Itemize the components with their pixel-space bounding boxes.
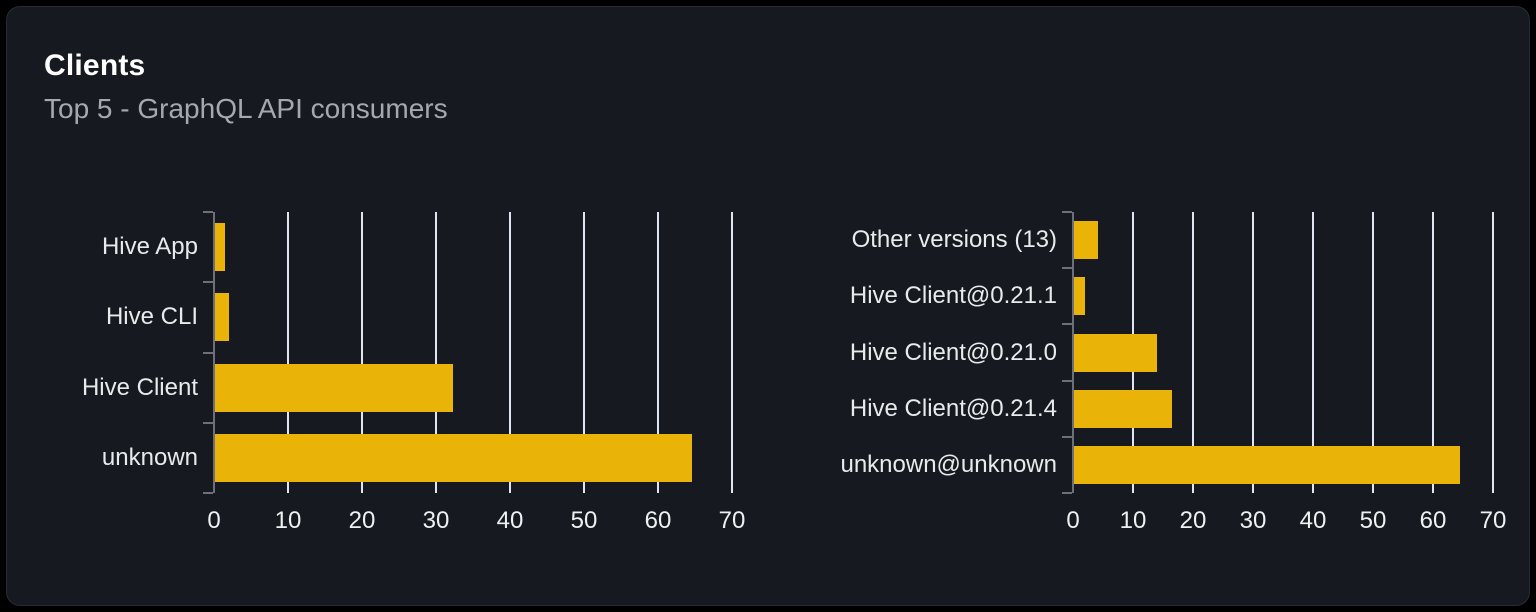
gridline <box>361 212 363 493</box>
x-tick-label: 0 <box>1066 507 1080 534</box>
y-axis-tick <box>1062 267 1072 269</box>
gridline <box>1252 212 1254 493</box>
x-tick-label: 70 <box>1479 507 1507 534</box>
category-label-other-versions-13: Other versions (13) <box>851 226 1057 254</box>
category-label-hive-client-0-21-4: Hive Client@0.21.4 <box>849 394 1057 422</box>
y-axis-tick <box>203 492 213 494</box>
y-axis-tick <box>1062 211 1072 213</box>
clients-card: Clients Top 5 - GraphQL API consumers 0 1… <box>6 6 1530 606</box>
gridline <box>1432 212 1434 493</box>
bar-hive-client[interactable] <box>215 363 453 412</box>
x-tick-label: 20 <box>348 507 376 534</box>
bar-other-versions-13[interactable] <box>1074 221 1098 260</box>
gridline <box>731 212 733 493</box>
bar-unknown[interactable] <box>215 433 692 482</box>
x-tick-label: 0 <box>207 507 221 534</box>
plot-area: 0 10 20 30 40 50 60 70 Hive App Hive CLI Hive Clie… <box>82 211 745 534</box>
bar-hive-client-0-21-0[interactable] <box>1074 333 1157 372</box>
card-title: Clients <box>44 49 146 82</box>
y-axis-tick <box>203 211 213 213</box>
x-tick-label: 20 <box>1179 507 1207 534</box>
y-axis-tick <box>203 281 213 283</box>
category-label-unknown-unknown: unknown@unknown <box>840 450 1057 478</box>
category-label-hive-client-0-21-0: Hive Client@0.21.0 <box>849 338 1057 366</box>
gridline <box>1372 212 1374 493</box>
bar-hive-client-0-21-1[interactable] <box>1074 277 1086 316</box>
x-tick-label: 60 <box>1419 507 1447 534</box>
plot-area: 0 10 20 30 40 50 60 70 Other versions (13) Hive C… <box>840 211 1506 534</box>
x-tick-label: 10 <box>1119 507 1147 534</box>
x-tick-label: 10 <box>274 507 302 534</box>
card-subtitle: Top 5 - GraphQL API consumers <box>44 93 448 124</box>
gridline <box>287 212 289 493</box>
x-tick-label: 30 <box>422 507 450 534</box>
x-tick-label: 40 <box>496 507 524 534</box>
bar-hive-app[interactable] <box>215 223 225 272</box>
bar-unknown-unknown[interactable] <box>1074 445 1460 484</box>
gridline <box>1492 212 1494 493</box>
gridline <box>1192 212 1194 493</box>
x-tick-label: 40 <box>1299 507 1327 534</box>
x-tick-label: 50 <box>1359 507 1387 534</box>
x-tick-label: 60 <box>644 507 672 534</box>
bar-hive-client-0-21-4[interactable] <box>1074 389 1173 428</box>
y-axis-tick <box>1062 323 1072 325</box>
gridline <box>509 212 511 493</box>
bar-hive-cli[interactable] <box>215 293 230 342</box>
y-axis-line <box>213 212 215 493</box>
category-label-hive-client: Hive Client <box>81 373 198 401</box>
category-label-hive-app: Hive App <box>101 233 198 261</box>
x-tick-label: 70 <box>718 507 746 534</box>
y-axis-tick <box>203 422 213 424</box>
x-tick-label: 50 <box>570 507 598 534</box>
x-tick-label: 30 <box>1239 507 1267 534</box>
gridline <box>657 212 659 493</box>
category-label-hive-cli: Hive CLI <box>105 303 198 331</box>
y-axis-tick <box>1062 492 1072 494</box>
gridline <box>435 212 437 493</box>
y-axis-tick <box>203 352 213 354</box>
category-label-unknown: unknown <box>101 443 198 471</box>
y-axis-tick <box>1062 380 1072 382</box>
gridline <box>1312 212 1314 493</box>
category-label-hive-client-0-21-1: Hive Client@0.21.1 <box>849 282 1057 310</box>
y-axis-tick <box>1062 436 1072 438</box>
gridline <box>583 212 585 493</box>
y-axis-line <box>1072 212 1074 493</box>
